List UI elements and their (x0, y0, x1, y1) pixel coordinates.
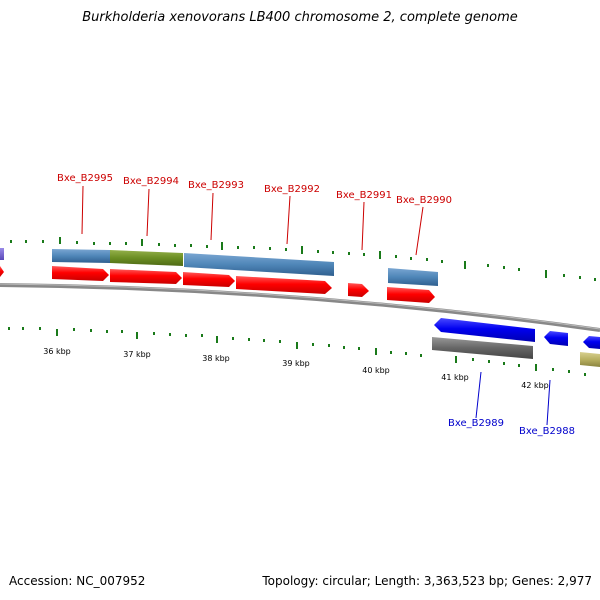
chromosome-backbone-highlight (0, 283, 600, 330)
gene-arrow-Bxe_B2994[interactable] (110, 269, 182, 284)
gene-arrow-partial[interactable] (0, 266, 4, 277)
feature-bar[interactable] (110, 250, 183, 266)
scale-label-38: 38 kbp (202, 354, 230, 363)
gene-label-Bxe_B2993[interactable]: Bxe_B2993 (188, 180, 244, 191)
gene-arrow-Bxe_B2992[interactable] (236, 276, 332, 294)
feature-bar[interactable] (0, 248, 4, 260)
reverse-feature-track (432, 337, 600, 367)
feature-bar[interactable] (52, 249, 110, 263)
forward-feature-track (0, 248, 438, 286)
feature-bar[interactable] (184, 253, 334, 276)
gene-label-Bxe_B2990[interactable]: Bxe_B2990 (396, 195, 452, 206)
scale-label-37: 37 kbp (123, 350, 151, 359)
gene-label-Bxe_B2994[interactable]: Bxe_B2994 (123, 176, 179, 187)
lower-tick-row (8, 327, 586, 376)
accession-text: Accession: NC_007952 (9, 574, 146, 588)
gene-arrow-Bxe_B2990[interactable] (387, 287, 435, 303)
chromosome-backbone (0, 283, 600, 332)
label-leaders (81, 185, 551, 426)
gene-label-Bxe_B2991[interactable]: Bxe_B2991 (336, 190, 392, 201)
gene-arrow-Bxe_B2995[interactable] (52, 266, 109, 281)
feature-bar[interactable] (580, 352, 600, 367)
gene-arrow-Bxe_B2991[interactable] (348, 283, 369, 297)
feature-bar[interactable] (388, 268, 438, 286)
gene-arrow-partial-right[interactable] (583, 336, 600, 349)
gene-label-Bxe_B2988[interactable]: Bxe_B2988 (519, 426, 575, 437)
genome-summary-text: Topology: circular; Length: 3,363,523 bp… (262, 574, 592, 588)
reverse-gene-track (434, 318, 600, 349)
gene-arrow-Bxe_B2989[interactable] (434, 318, 535, 342)
map-title: Burkholderia xenovorans LB400 chromosome… (82, 10, 518, 25)
scale-label-36: 36 kbp (43, 347, 71, 356)
forward-gene-track (0, 266, 435, 303)
gene-label-Bxe_B2989[interactable]: Bxe_B2989 (448, 418, 504, 429)
scale-label-41: 41 kbp (441, 373, 469, 382)
gene-label-Bxe_B2992[interactable]: Bxe_B2992 (264, 184, 320, 195)
upper-tick-row (10, 237, 596, 281)
scale-label-39: 39 kbp (282, 359, 310, 368)
gene-arrow-Bxe_B2988[interactable] (544, 331, 568, 346)
gene-arrow-Bxe_B2993[interactable] (183, 272, 235, 287)
feature-bar[interactable] (432, 337, 533, 359)
scale-label-40: 40 kbp (362, 366, 390, 375)
scale-label-42: 42 kbp (521, 381, 549, 390)
gene-label-Bxe_B2995[interactable]: Bxe_B2995 (57, 173, 113, 184)
